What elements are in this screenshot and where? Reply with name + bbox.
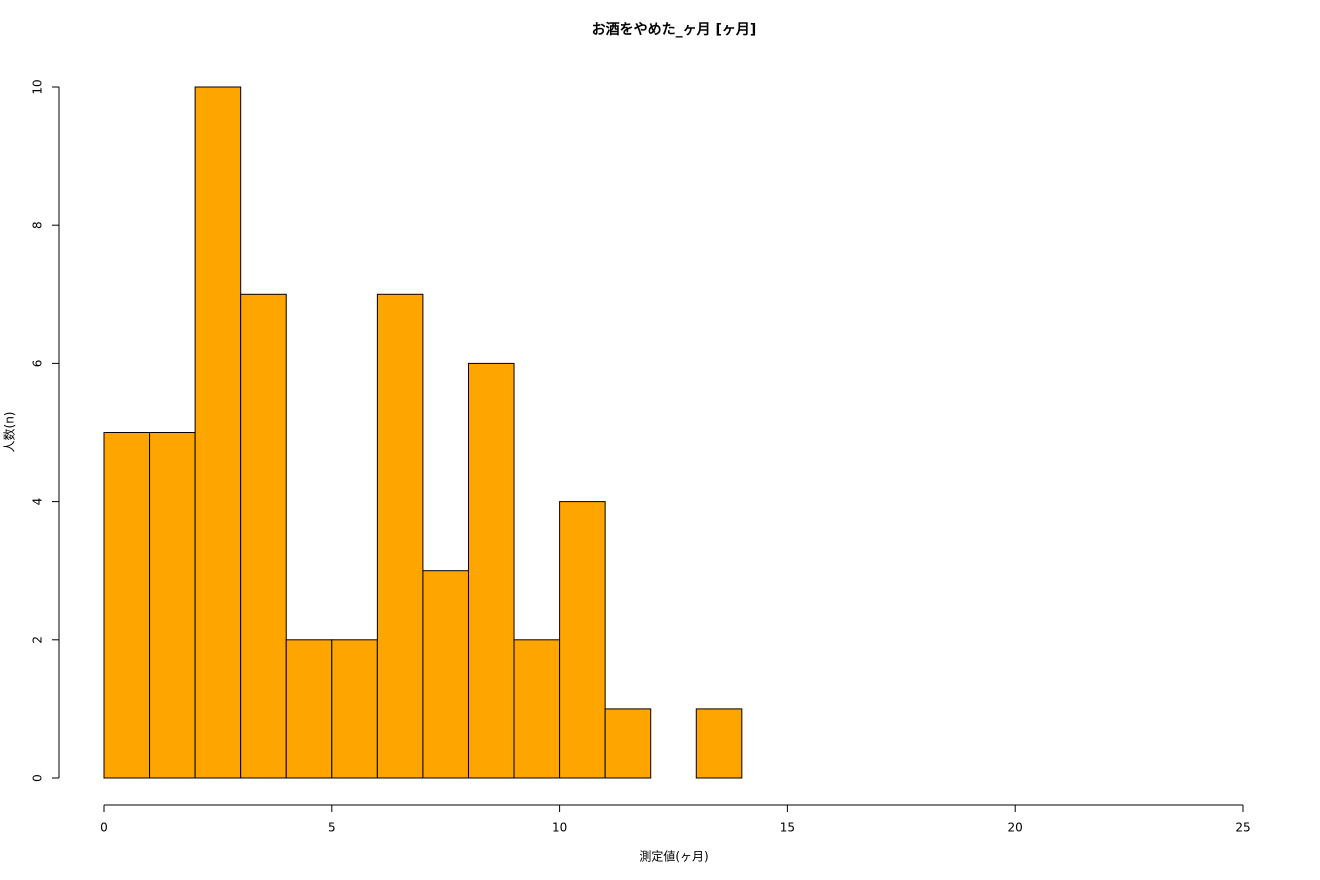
bar [103,432,151,779]
x-tick-label: 0 [100,821,108,835]
x-tick-label: 5 [328,821,336,835]
y-tick-label: 0 [31,774,45,782]
bar [240,293,287,779]
y-tick-label: 2 [31,636,45,644]
y-tick-label: 6 [31,360,45,368]
y-tick-label: 10 [31,79,45,94]
bar [331,639,378,779]
bar [422,570,469,779]
chart-title: お酒をやめた_ヶ月 [ヶ月] [592,22,757,38]
x-tick-label: 25 [1235,821,1250,835]
bar [695,708,743,779]
bar [604,708,652,779]
y-axis-label: 人数(n) [2,412,17,453]
y-tick-label: 8 [31,221,45,229]
x-tick-label: 15 [780,821,795,835]
x-tick-label: 10 [552,821,567,835]
y-tick-label: 4 [31,498,45,506]
x-tick-label: 20 [1008,821,1023,835]
bar [559,501,606,779]
bar [285,639,333,779]
bar [376,293,424,779]
x-axis-label: 測定値(ヶ月) [639,849,708,864]
bar [194,86,242,779]
bar [467,362,515,779]
bar [513,639,561,779]
bar [149,432,196,779]
